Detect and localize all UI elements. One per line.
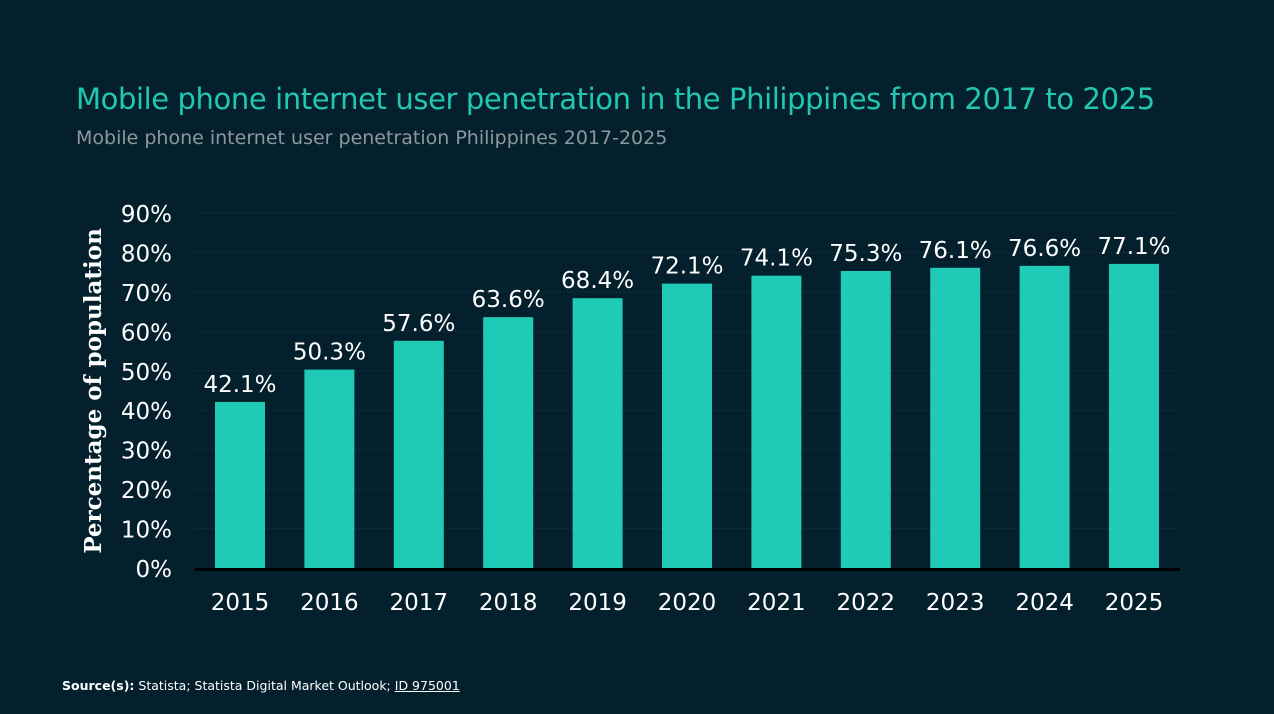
bar-2018[interactable]: [483, 317, 534, 568]
data-label: 42.1%: [203, 372, 276, 398]
data-label: 74.1%: [740, 246, 813, 272]
bar-2015[interactable]: [215, 401, 265, 568]
bar-2024[interactable]: [1019, 265, 1070, 568]
bar-2019[interactable]: [572, 298, 623, 568]
x-tick-label: 2023: [926, 590, 985, 616]
bar-2023[interactable]: [930, 267, 981, 568]
source-note: Source(s): Statista; Statista Digital Ma…: [62, 678, 460, 693]
x-tick-label: 2015: [211, 590, 270, 616]
data-label: 63.6%: [472, 287, 545, 313]
bars: [215, 263, 1159, 568]
y-axis-label: Percentage of population: [80, 228, 107, 554]
bar-2022[interactable]: [840, 270, 891, 568]
data-label: 68.4%: [561, 268, 634, 294]
y-tick-label: 0%: [136, 557, 173, 583]
y-tick-label: 40%: [121, 399, 172, 425]
source-text: Statista; Statista Digital Market Outloo…: [138, 678, 391, 693]
y-tick-label: 20%: [121, 478, 172, 504]
x-tick-label: 2022: [837, 590, 896, 616]
y-tick-label: 30%: [121, 439, 172, 465]
y-axis-ticks: 0% 10% 20% 30% 40% 50% 60% 70% 80% 90%: [121, 202, 172, 583]
y-tick-label: 10%: [121, 518, 172, 544]
bar-2017[interactable]: [393, 340, 444, 568]
y-tick-label: 80%: [121, 241, 172, 267]
x-tick-label: 2016: [300, 590, 359, 616]
bar-2020[interactable]: [662, 283, 712, 568]
y-tick-label: 90%: [121, 202, 172, 228]
source-label: Source(s):: [62, 678, 135, 693]
x-tick-label: 2021: [747, 590, 806, 616]
y-tick-label: 70%: [121, 281, 172, 307]
x-tick-label: 2025: [1105, 590, 1164, 616]
data-label: 77.1%: [1097, 234, 1170, 260]
x-tick-label: 2020: [658, 590, 717, 616]
source-id-link[interactable]: ID 975001: [394, 678, 460, 693]
x-tick-label: 2019: [568, 590, 627, 616]
x-axis-ticks: 2015 2016 2017 2018 2019 2020 2021 2022 2023 2024…: [211, 590, 1164, 616]
x-tick-label: 2018: [479, 590, 538, 616]
x-tick-label: 2024: [1015, 590, 1074, 616]
x-tick-label: 2017: [390, 590, 449, 616]
data-label: 57.6%: [382, 311, 455, 337]
data-labels: 42.1% 50.3% 57.6% 63.6% 68.4% 72.1% 74.1% 75.3%…: [203, 234, 1170, 398]
data-label: 76.1%: [919, 238, 992, 264]
data-label: 72.1%: [650, 254, 723, 280]
data-label: 75.3%: [829, 241, 902, 267]
bar-2016[interactable]: [304, 369, 355, 568]
chart-subtitle: Mobile phone internet user penetration P…: [76, 127, 668, 149]
bar-2021[interactable]: [751, 275, 802, 568]
y-tick-label: 60%: [121, 320, 172, 346]
chart-title: Mobile phone internet user penetration i…: [76, 82, 1155, 116]
data-label: 76.6%: [1008, 236, 1081, 262]
y-tick-label: 50%: [121, 360, 172, 386]
bar-2025[interactable]: [1109, 263, 1159, 568]
data-label: 50.3%: [293, 340, 366, 366]
